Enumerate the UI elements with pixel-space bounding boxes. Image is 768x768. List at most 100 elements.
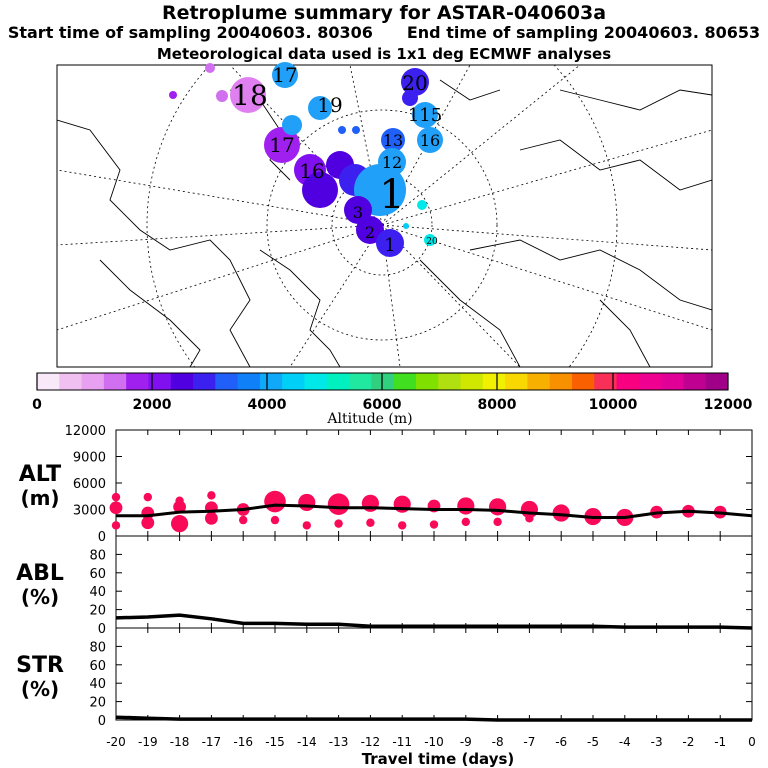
x-tick-label: -10 bbox=[424, 735, 444, 749]
x-tick-label: -13 bbox=[329, 735, 349, 749]
plume-blobs bbox=[169, 62, 443, 257]
time-series-panels: 120009000600030000ALT(m)806040200ABL(%)8… bbox=[16, 424, 756, 768]
plume-blob bbox=[169, 91, 177, 99]
plume-cluster-point bbox=[171, 515, 189, 533]
colorbar-swatch bbox=[549, 373, 573, 390]
x-tick-label: 0 bbox=[748, 735, 756, 749]
y-tick-label: 0 bbox=[98, 622, 106, 637]
x-tick-label: -3 bbox=[651, 735, 663, 749]
x-tick-label: -7 bbox=[523, 735, 535, 749]
panel-frame bbox=[115, 535, 753, 629]
plume-cluster-point bbox=[270, 515, 280, 525]
plume-blob bbox=[401, 68, 429, 96]
colorbar-swatch bbox=[237, 373, 261, 390]
y-tick-label: 6000 bbox=[73, 477, 106, 492]
map-label: 12 bbox=[382, 153, 402, 172]
plume-blob bbox=[403, 223, 409, 229]
y-tick-label: 20 bbox=[89, 696, 106, 711]
colorbar-swatch bbox=[59, 373, 83, 390]
y-tick-label: 40 bbox=[89, 677, 106, 692]
map-label: 18 bbox=[232, 79, 268, 112]
colorbar-swatch bbox=[193, 373, 216, 390]
x-tick-label: -2 bbox=[682, 735, 694, 749]
map-label: 19 bbox=[317, 93, 342, 117]
colorbar-tick-label: 10000 bbox=[589, 397, 638, 413]
map-label: 17 bbox=[272, 63, 297, 87]
plume-cluster-point bbox=[298, 493, 316, 512]
panel-yunit: (%) bbox=[21, 585, 59, 609]
plume-blob bbox=[338, 126, 346, 134]
y-tick-label: 60 bbox=[89, 567, 106, 582]
latitude-circle bbox=[146, 65, 618, 367]
plume-cluster-point bbox=[173, 500, 187, 514]
colorbar-swatch bbox=[81, 373, 105, 390]
plume-blob bbox=[216, 90, 228, 102]
plume-blob bbox=[308, 96, 332, 120]
plume-blob bbox=[424, 234, 436, 246]
x-axis-title: Travel time (days) bbox=[362, 750, 515, 768]
plume-blob bbox=[230, 77, 266, 113]
x-tick-label: -20 bbox=[106, 735, 126, 749]
panel-ylabel: ALT bbox=[19, 462, 61, 487]
met-data-label: Meteorological data used is 1x1 deg ECMW… bbox=[156, 45, 612, 63]
panel-yunit: (m) bbox=[20, 486, 59, 510]
y-tick-label: 3000 bbox=[73, 504, 106, 519]
plume-cluster-point bbox=[493, 517, 502, 527]
colorbar-swatch bbox=[371, 373, 395, 390]
chart-title: Retroplume summary for ASTAR-040603a bbox=[161, 2, 607, 24]
colorbar-swatch bbox=[683, 373, 707, 390]
colorbar: 0 2000 4000 6000 8000 10000 12000 bbox=[32, 372, 753, 413]
colorbar-swatch bbox=[594, 373, 618, 390]
colorbar-swatch bbox=[527, 373, 551, 390]
abl-line bbox=[115, 613, 753, 630]
colorbar-swatch bbox=[661, 373, 684, 390]
plume-cluster-point bbox=[111, 521, 121, 530]
colorbar-tick-label: 12000 bbox=[704, 397, 753, 413]
colorbar-swatch bbox=[415, 373, 439, 390]
y-tick-label: 12000 bbox=[65, 424, 106, 439]
plume-blob bbox=[302, 172, 338, 208]
x-tick-label: -6 bbox=[555, 735, 567, 749]
panel-alt: 12000 9000 6000 3000 0 ALT(m) bbox=[19, 424, 753, 545]
colorbar-swatch bbox=[170, 373, 194, 390]
colorbar-tick-label: 0 bbox=[32, 397, 42, 413]
plume-cluster-point bbox=[366, 518, 375, 527]
coastlines bbox=[57, 79, 712, 367]
plume-cluster-point bbox=[239, 515, 248, 525]
plume-blob bbox=[417, 127, 443, 153]
x-tick-label: -5 bbox=[587, 735, 599, 749]
colorbar-swatch bbox=[482, 373, 506, 390]
plume-blob bbox=[412, 102, 438, 128]
y-tick-label: 40 bbox=[89, 585, 106, 600]
map-label: 16 bbox=[299, 159, 324, 183]
map-label: 3 bbox=[353, 203, 363, 222]
y-tick-label: 0 bbox=[98, 530, 106, 545]
panel-ylabel: ABL bbox=[16, 561, 64, 586]
plume-blob bbox=[381, 128, 405, 152]
colorbar-swatch bbox=[349, 373, 372, 390]
plume-blob bbox=[417, 200, 427, 210]
colorbar-tick-label: 8000 bbox=[478, 397, 517, 413]
plume-cluster-point bbox=[111, 492, 121, 502]
map-label: 17 bbox=[269, 133, 294, 157]
x-tick-label: -19 bbox=[138, 735, 158, 749]
y-tick-label: 9000 bbox=[73, 451, 106, 466]
plume-blob bbox=[272, 62, 298, 88]
colorbar-swatch bbox=[616, 373, 640, 390]
x-tick-label: -14 bbox=[297, 735, 317, 749]
plume-blob bbox=[356, 216, 384, 244]
colorbar-tick-label: 6000 bbox=[363, 397, 402, 413]
sampling-times: Start time of sampling 20040603. 80306 En… bbox=[0, 23, 768, 42]
plume-cluster-point bbox=[302, 521, 311, 530]
str-line bbox=[115, 715, 752, 722]
colorbar-swatch bbox=[326, 373, 350, 390]
colorbar-swatch bbox=[215, 373, 239, 390]
x-tick-label: -18 bbox=[170, 735, 190, 749]
x-tick-label: -16 bbox=[233, 735, 253, 749]
y-tick-label: 20 bbox=[89, 604, 106, 619]
map-label: 16 bbox=[420, 131, 440, 150]
map-label: 13 bbox=[383, 131, 403, 150]
